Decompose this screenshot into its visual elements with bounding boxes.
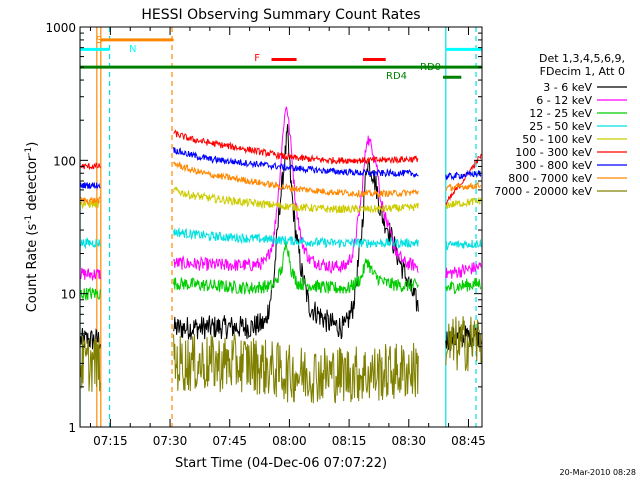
y-tick-label-0: 1 xyxy=(68,421,76,435)
legend: Det 1,3,4,5,6,9,FDecim 1, Att 0 3 - 6 keV… xyxy=(494,52,627,198)
legend-label-1: 6 - 12 keV xyxy=(536,94,592,107)
legend-label-7: 800 - 7000 keV xyxy=(508,172,592,185)
flag-label-s: S xyxy=(96,35,102,46)
x-tick-label-5: 08:30 xyxy=(391,434,426,448)
series-line-3 xyxy=(80,226,482,251)
legend-label-4: 50 - 100 keV xyxy=(522,133,592,146)
y-axis-label-main: Count Rate (s xyxy=(25,224,40,313)
y-axis-label: Count Rate (s-1 detector-1) xyxy=(24,142,40,313)
y-axis-label-sup-1: -1 xyxy=(24,215,34,224)
series-line-6 xyxy=(80,147,482,190)
x-tick-label-6: 08:45 xyxy=(451,434,486,448)
x-tick-label-1: 07:30 xyxy=(153,434,188,448)
legend-header-0: Det 1,3,4,5,6,9, xyxy=(539,52,625,65)
flag-label-rd4: RD4 xyxy=(386,71,407,82)
footer-timestamp: 20-Mar-2010 08:28 xyxy=(560,468,637,477)
legend-label-6: 300 - 800 keV xyxy=(515,159,592,172)
legend-label-8: 7000 - 20000 keV xyxy=(494,185,592,198)
y-axis-label-mid: detector xyxy=(25,155,40,215)
y-tick-label-1: 10 xyxy=(61,288,76,302)
legend-label-5: 100 - 300 keV xyxy=(515,146,592,159)
x-axis-label: Start Time (04-Dec-06 07:07:22) xyxy=(175,456,387,471)
axes: 07:15 07:30 07:45 08:00 08:15 08:30 08:45 1 10 10… xyxy=(45,21,485,448)
plot-frame xyxy=(79,26,483,428)
legend-label-0: 3 - 6 keV xyxy=(543,81,592,94)
x-tick-label-2: 07:45 xyxy=(212,434,247,448)
series-line-2 xyxy=(80,241,482,301)
legend-label-2: 12 - 25 keV xyxy=(529,107,592,120)
y-axis-label-end: ) xyxy=(25,142,40,147)
series-line-8 xyxy=(80,316,482,404)
flag-label-f: F xyxy=(254,53,260,64)
chart-title: HESSI Observing Summary Count Rates xyxy=(141,7,420,23)
series-line-4 xyxy=(80,186,482,214)
flag-label-n: N xyxy=(129,44,136,55)
flag-label-rd0: RD0 xyxy=(420,62,441,73)
series-line-0 xyxy=(80,124,482,351)
x-tick-label-4: 08:15 xyxy=(332,434,367,448)
x-tick-label-3: 08:00 xyxy=(272,434,307,448)
plot-area xyxy=(80,27,482,427)
x-tick-label-0: 07:15 xyxy=(93,434,128,448)
series-line-5 xyxy=(80,129,482,206)
y-axis-label-sup-2: -1 xyxy=(24,147,34,156)
legend-header-1: FDecim 1, Att 0 xyxy=(540,65,625,78)
y-tick-label-3: 1000 xyxy=(45,21,76,35)
legend-label-3: 25 - 50 keV xyxy=(529,120,592,133)
y-tick-label-2: 100 xyxy=(53,154,76,168)
